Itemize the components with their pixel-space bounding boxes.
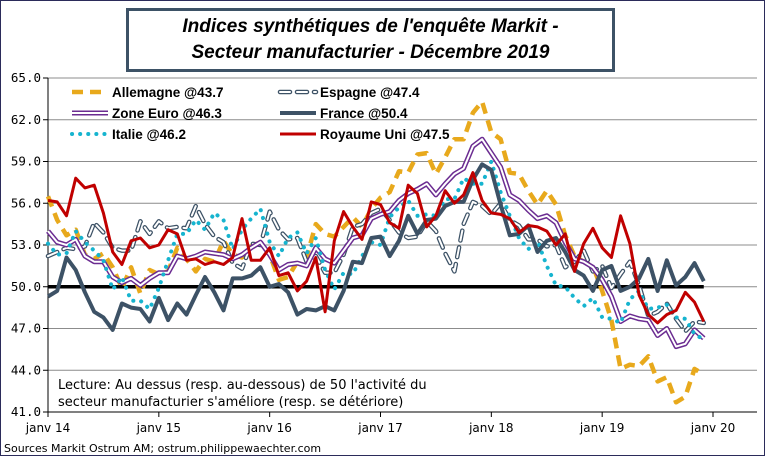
- series-line-italie: [46, 159, 706, 342]
- annotation-line-2: secteur manufacturier s'améliore (resp. …: [58, 395, 403, 410]
- y-tick-labels: 65.0 62.0 59.0 56.0 53.0 50.0 47.0 44.0 41.0: [11, 70, 41, 419]
- x-tick-label: janv 16: [246, 421, 291, 435]
- y-tick-label: 44.0: [11, 362, 41, 377]
- x-tick-label: janv 20: [690, 421, 735, 435]
- annotation: Lecture: Au dessus (resp. au-dessous) de…: [58, 378, 427, 410]
- series-lines: [45, 99, 707, 405]
- legend-item-italie: Italie @46.2: [70, 127, 186, 142]
- x-tick-label: janv 15: [136, 421, 181, 435]
- legend-item-zone-euro: Zone Euro @46.3: [72, 106, 222, 121]
- source-note: Sources Markit Ostrum AM; ostrum.philipp…: [4, 442, 321, 455]
- chart-title-line-1: Indices synthétiques de l'enquête Markit…: [182, 16, 559, 37]
- x-tick-label: janv 18: [468, 421, 513, 435]
- series-line-royaume-uni: [47, 171, 706, 325]
- chart-title-line-2: Secteur manufacturier - Décembre 2019: [191, 42, 550, 63]
- y-tick-label: 56.0: [11, 195, 41, 210]
- legend-item-allemagne: Allemagne @43.7: [72, 85, 223, 100]
- series-line-zone-euro-inner: [47, 138, 705, 348]
- y-tick-label: 65.0: [11, 70, 41, 85]
- legend-label: Italie @46.2: [112, 127, 186, 142]
- legend-item-france: France @50.4: [280, 106, 408, 121]
- series-line-zone-euro-group: [46, 136, 706, 350]
- y-tick-label: 41.0: [11, 404, 41, 419]
- legend-item-royaume-uni: Royaume Uni @47.5: [280, 127, 450, 142]
- annotation-line-1: Lecture: Au dessus (resp. au-dessous) de…: [58, 378, 427, 393]
- legend-label: Allemagne @43.7: [112, 85, 223, 100]
- y-tick-label: 53.0: [11, 237, 41, 252]
- x-tick-label: janv 19: [579, 421, 624, 435]
- series-line-france-group: [46, 162, 706, 332]
- x-tick-label: janv 17: [357, 421, 402, 435]
- y-tick-label: 62.0: [11, 112, 41, 127]
- y-tick-label: 59.0: [11, 154, 41, 169]
- series-line-italie-group: [46, 159, 706, 342]
- series-line-royaume-uni-group: [47, 171, 706, 325]
- legend-label: Zone Euro @46.3: [112, 106, 222, 121]
- series-line-france: [46, 162, 706, 332]
- y-tick-label: 50.0: [11, 279, 41, 294]
- legend-label: Espagne @47.4: [320, 85, 420, 100]
- y-tick-label: 47.0: [11, 321, 41, 336]
- legend-label: Royaume Uni @47.5: [320, 127, 450, 142]
- x-tick-label: janv 14: [25, 421, 70, 435]
- chart-title-box: Indices synthétiques de l'enquête Markit…: [126, 8, 615, 72]
- legend-item-espagne: Espagne @47.4: [277, 85, 420, 100]
- x-tick-labels: janv 14 janv 15 janv 16 janv 17 janv 18 janv …: [25, 421, 735, 435]
- legend-label: France @50.4: [320, 106, 408, 121]
- legend: Allemagne @43.7 Espagne @47.4 Zone Euro @4…: [70, 85, 450, 142]
